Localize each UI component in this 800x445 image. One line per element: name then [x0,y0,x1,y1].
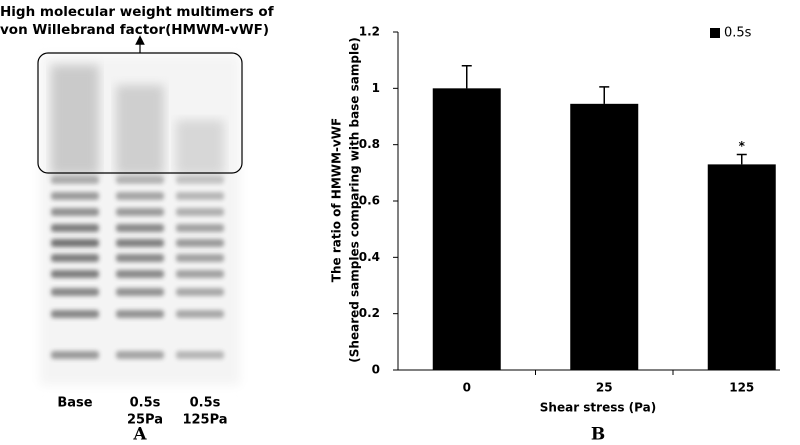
panel-label: A [132,425,147,445]
gel-smear [116,85,164,175]
gel-band [51,351,99,359]
legend-label: 0.5s [724,26,752,41]
lane-label: 0.5s [130,396,161,411]
x-axis-label: Shear stress (Pa) [540,401,656,415]
gel-band [116,288,164,296]
y-tick-label: 0.2 [359,306,380,320]
gel-band [51,176,99,184]
gel-band [116,239,164,247]
error-bar [461,65,472,89]
annotation-line: von Willebrand factor(HMWM-vWF) [0,22,269,38]
error-bar [736,153,747,165]
bar [432,88,501,370]
gel-band [176,270,224,278]
gel-band [51,310,99,318]
x-tick-label: 25 [596,381,613,395]
gel-band [176,254,224,262]
y-axis-label: The ratio of HMWM-vWF [330,118,344,282]
lane-label: 25Pa [127,413,163,428]
panel-label: B [591,425,605,445]
annotation-line: High molecular weight multimers of [0,4,274,20]
bar [570,103,639,370]
gel-band [51,208,99,216]
legend-swatch [710,28,720,38]
gel-smear [51,65,99,175]
gel-band [51,239,99,247]
gel-band [51,270,99,278]
y-tick-label: 0.4 [359,250,380,264]
gel-band [116,270,164,278]
gel-band [116,176,164,184]
gel-band [176,310,224,318]
gel-band [51,224,99,232]
y-tick-label: 1.2 [359,25,380,39]
gel-band [176,239,224,247]
y-tick-label: 0.8 [359,137,380,151]
gel-band [116,254,164,262]
gel-band [116,310,164,318]
gel-band [176,176,224,184]
gel-band [116,351,164,359]
error-bar [599,86,610,104]
annotation: * [739,139,746,153]
lane-label: Base [57,396,92,411]
y-tick-label: 0 [372,363,380,377]
lane-label: 125Pa [182,413,227,428]
y-axis-label: (Sheared samples comparing with base sam… [348,37,362,362]
gel-band [51,192,99,200]
gel-band [51,288,99,296]
y-tick-label: 0.6 [359,194,380,208]
gel-band [116,192,164,200]
x-tick-label: 0 [463,381,471,395]
gel-band [116,208,164,216]
gel-image [40,55,240,385]
gel-band [176,192,224,200]
lane-label: 0.5s [190,396,221,411]
gel-smear [176,120,224,175]
gel-band [176,208,224,216]
gel-band [116,224,164,232]
bar [707,164,776,370]
gel-band [176,288,224,296]
y-tick-label: 1 [372,81,380,95]
gel-band [176,351,224,359]
x-tick-label: 125 [729,381,754,395]
gel-band [176,224,224,232]
gel-band [51,254,99,262]
